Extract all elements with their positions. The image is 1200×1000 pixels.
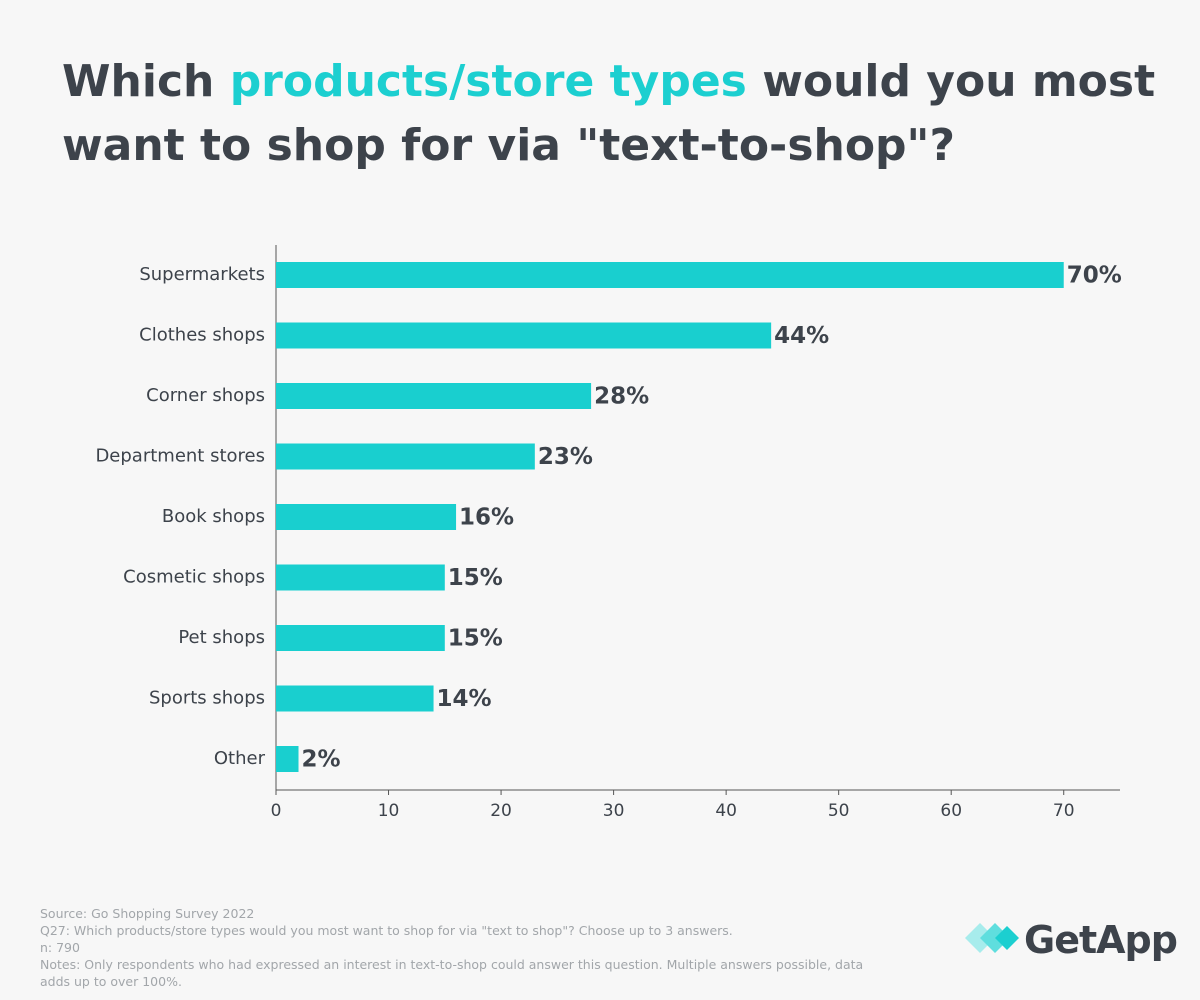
category-label: Sports shops bbox=[149, 688, 265, 709]
value-label: 2% bbox=[302, 747, 341, 773]
bar bbox=[276, 322, 772, 349]
x-tick-label: 20 bbox=[490, 801, 512, 821]
title-part: would you most want to shop for via "tex… bbox=[62, 56, 1156, 171]
value-label: 44% bbox=[774, 323, 829, 349]
category-label: Other bbox=[214, 748, 266, 769]
value-label: 15% bbox=[448, 565, 503, 591]
category-label: Department stores bbox=[95, 446, 265, 467]
footnotes: Source: Go Shopping Survey 2022 Q27: Whi… bbox=[40, 905, 880, 990]
x-tick-label: 50 bbox=[828, 801, 850, 821]
x-tick-label: 0 bbox=[271, 801, 282, 821]
bar bbox=[276, 746, 299, 772]
value-label: 14% bbox=[437, 686, 492, 712]
chart-title: Which products/store types would you mos… bbox=[62, 50, 1162, 178]
bar bbox=[276, 625, 445, 651]
category-label: Supermarkets bbox=[139, 264, 265, 285]
category-label: Pet shops bbox=[178, 627, 265, 648]
title-highlight: products/store types bbox=[229, 56, 747, 107]
value-label: 16% bbox=[459, 505, 514, 531]
x-tick-label: 40 bbox=[715, 801, 737, 821]
x-tick-label: 60 bbox=[940, 801, 962, 821]
bar bbox=[276, 685, 434, 712]
question: Q27: Which products/store types would yo… bbox=[40, 923, 733, 938]
category-label: Clothes shops bbox=[139, 325, 265, 346]
bar bbox=[276, 564, 445, 591]
logo: GetApp bbox=[1024, 918, 1178, 962]
x-tick-label: 10 bbox=[378, 801, 400, 821]
sample-size: n: 790 bbox=[40, 940, 80, 955]
value-label: 15% bbox=[448, 626, 503, 652]
value-label: 70% bbox=[1067, 263, 1122, 289]
bar bbox=[276, 383, 592, 409]
category-label: Book shops bbox=[162, 506, 265, 527]
value-label: 28% bbox=[594, 384, 649, 410]
logo-icon bbox=[965, 923, 1019, 953]
value-label: 23% bbox=[538, 444, 593, 470]
x-tick-label: 70 bbox=[1053, 801, 1075, 821]
bar bbox=[276, 443, 535, 470]
title-part: Which bbox=[62, 56, 215, 107]
category-label: Cosmetic shops bbox=[123, 567, 265, 588]
x-tick-label: 30 bbox=[603, 801, 625, 821]
category-label: Corner shops bbox=[146, 385, 265, 406]
bar bbox=[276, 504, 457, 530]
bar bbox=[276, 262, 1064, 288]
notes: Notes: Only respondents who had expresse… bbox=[40, 957, 864, 989]
source: Source: Go Shopping Survey 2022 bbox=[40, 906, 255, 921]
